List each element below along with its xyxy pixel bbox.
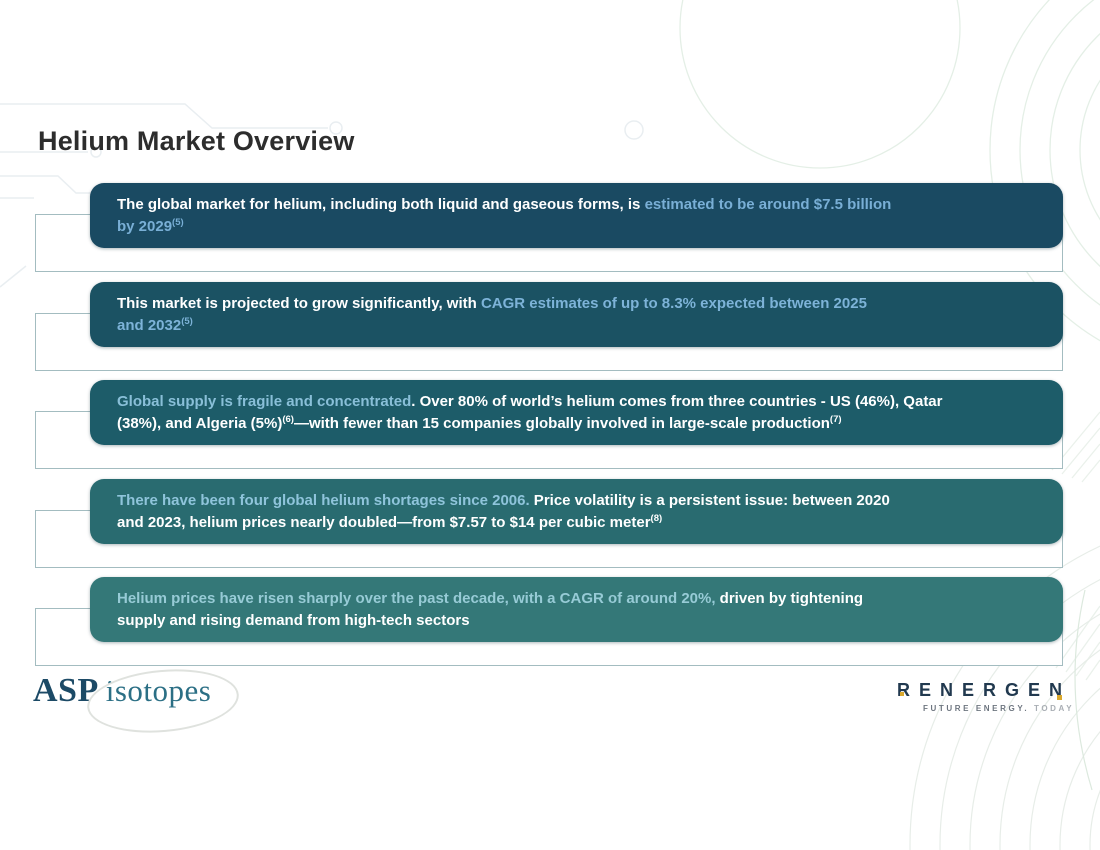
fact-card: This market is projected to grow signifi…: [90, 282, 1063, 347]
asp-logo-text: ASP: [33, 672, 99, 709]
text-segment: Price volatility is a persistent issue: …: [117, 492, 890, 531]
fact-text: Helium prices have risen sharply over th…: [90, 588, 889, 631]
fact-text: This market is projected to grow signifi…: [90, 293, 893, 336]
renergen-tagline: FUTURE ENERGY. TODAY: [923, 704, 1087, 713]
fact-card: There have been four global helium short…: [90, 479, 1063, 544]
fact-card: Helium prices have risen sharply over th…: [90, 577, 1063, 642]
text-segment: estimated to be around $7.5 billion by 2…: [117, 196, 892, 235]
text-segment: (7): [829, 413, 842, 425]
market-fact-row: Global supply is fragile and concentrate…: [0, 380, 1100, 470]
tagline-secondary: TODAY: [1034, 704, 1075, 713]
fact-text: The global market for helium, including …: [90, 194, 917, 237]
text-segment: (6): [282, 413, 294, 425]
renergen-logo-text: RENERGEN: [897, 680, 1072, 700]
renergen-gold-accent: [900, 692, 904, 696]
text-segment: CAGR estimates of up to 8.3% expected be…: [117, 295, 867, 334]
market-fact-row: There have been four global helium short…: [0, 479, 1100, 569]
fact-text: Global supply is fragile and concentrate…: [90, 391, 969, 434]
text-segment: . Over 80% of world’s helium comes from …: [117, 393, 943, 432]
text-segment: The global market for helium, including …: [117, 196, 645, 213]
isotopes-logo-text: isotopes: [105, 673, 212, 708]
text-segment: (5): [181, 315, 193, 327]
text-segment: (5): [172, 216, 184, 228]
renergen-logo: RENERGEN FUTURE ENERGY. TODAY: [897, 681, 1087, 713]
fact-card: The global market for helium, including …: [90, 183, 1063, 248]
page-title: Helium Market Overview: [38, 126, 355, 156]
tagline-primary: FUTURE ENERGY.: [923, 704, 1030, 713]
fact-text: There have been four global helium short…: [90, 490, 916, 533]
market-fact-row: This market is projected to grow signifi…: [0, 282, 1100, 372]
market-fact-row: Helium prices have risen sharply over th…: [0, 577, 1100, 667]
text-segment: (8): [650, 512, 663, 524]
text-segment: Helium prices have risen sharply over th…: [117, 590, 716, 607]
renergen-gold-accent: [1057, 695, 1062, 700]
fact-card: Global supply is fragile and concentrate…: [90, 380, 1063, 445]
market-fact-row: The global market for helium, including …: [0, 183, 1100, 273]
text-segment: —with fewer than 15 companies globally i…: [293, 414, 830, 432]
asp-isotopes-logo: ASP isotopes: [33, 663, 242, 739]
text-segment: This market is projected to grow signifi…: [117, 295, 481, 312]
text-segment: driven by tightening supply and rising d…: [117, 590, 864, 629]
text-segment: There have been four global helium short…: [117, 492, 530, 509]
text-segment: Global supply is fragile and concentrate…: [117, 393, 412, 410]
